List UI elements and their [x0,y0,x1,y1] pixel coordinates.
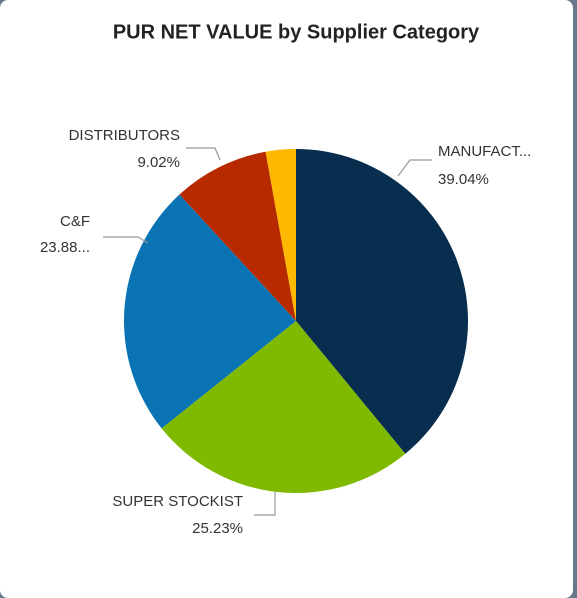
value-label: 39.04% [438,171,489,188]
leader-line [254,491,276,516]
slice-label: C&F [60,213,90,230]
pie-slice [179,151,296,321]
leader-line [186,147,221,161]
slice-label: DISTRIBUTORS [69,127,180,144]
pie-slice [265,149,296,321]
slice-label: SUPER STOCKIST [112,493,243,510]
pie-slice [161,321,406,494]
value-label: 23.88... [40,239,90,256]
value-label: 9.02% [137,154,180,171]
leader-line [397,159,432,177]
value-label: 25.23% [192,520,243,537]
leader-line [103,236,149,244]
chart-title: PUR NET VALUE by Supplier Category [113,21,480,43]
pie-slice [124,194,297,429]
pie-slice [296,149,468,454]
slice-label: MANUFACT... [438,143,531,160]
